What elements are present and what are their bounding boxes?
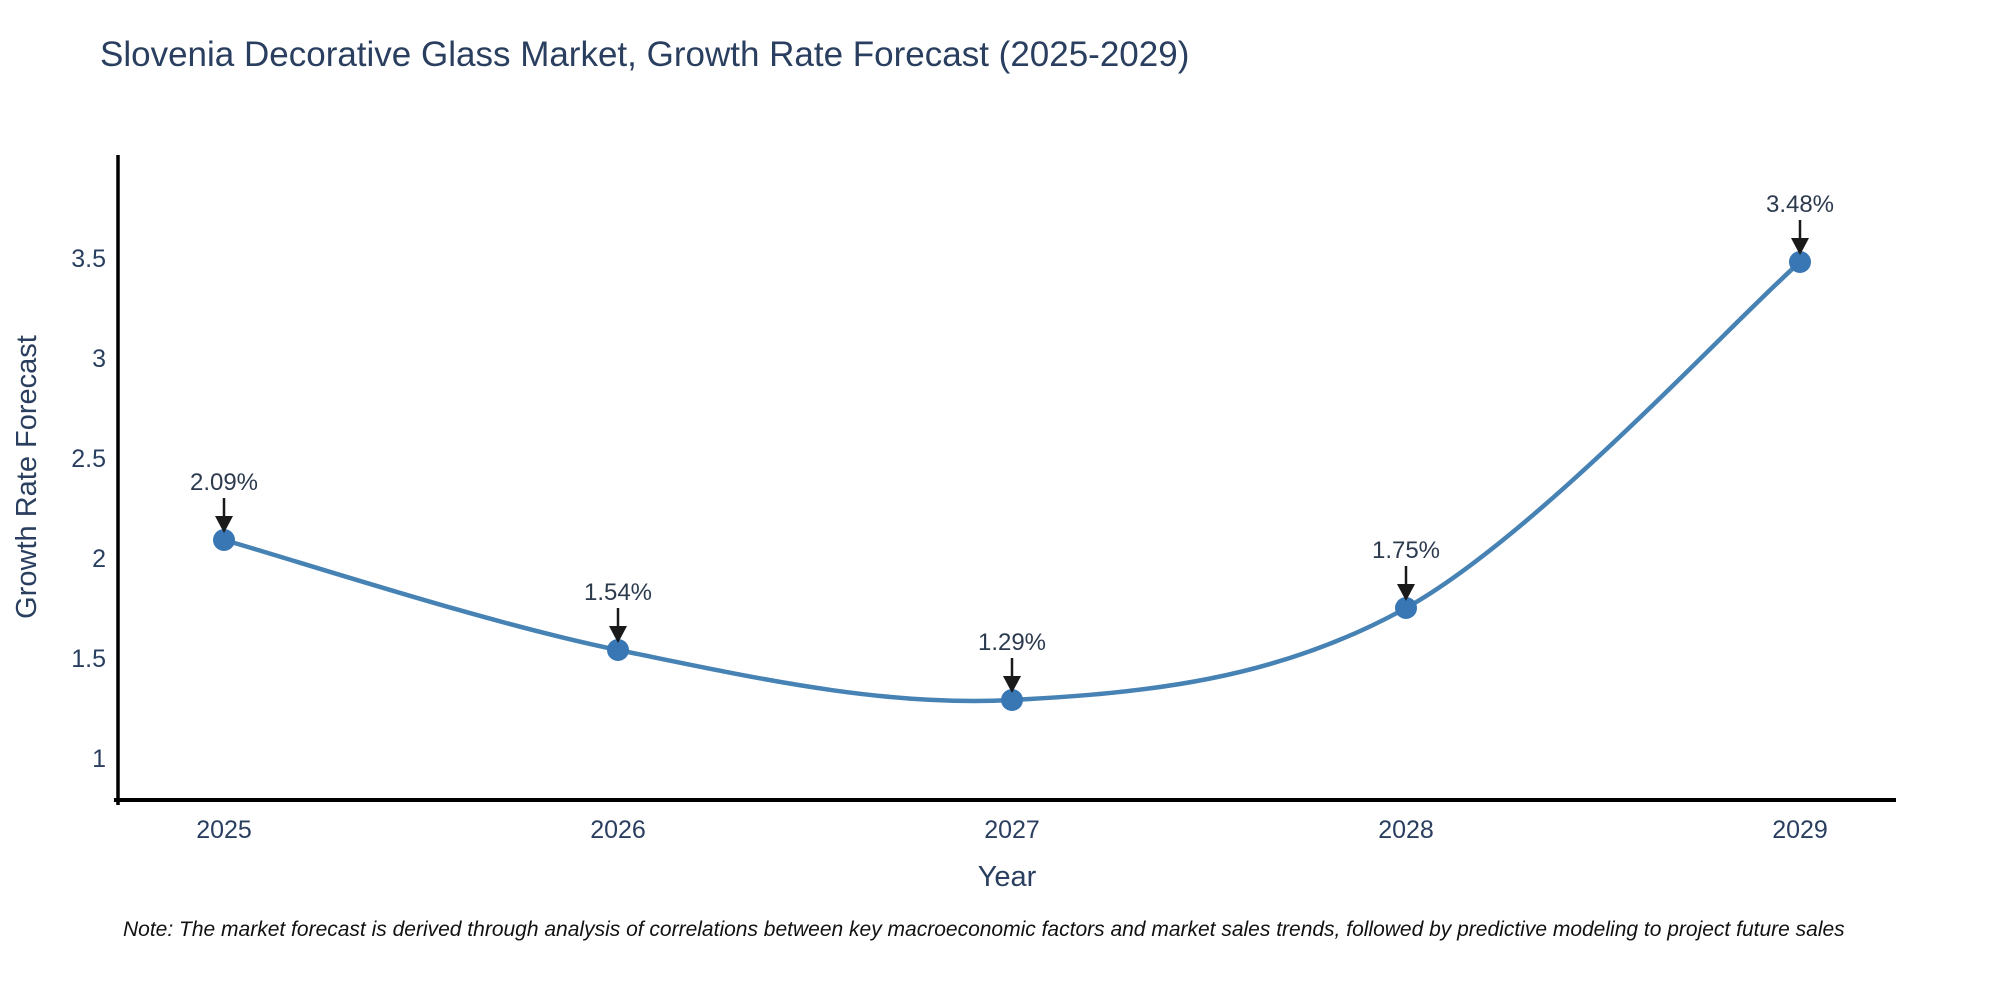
point-annotation-label: 1.29% bbox=[978, 629, 1046, 656]
point-annotation-label: 1.75% bbox=[1372, 537, 1440, 564]
y-tick-label: 3.5 bbox=[71, 245, 106, 273]
y-tick-label: 1 bbox=[92, 745, 106, 773]
annotation-arrow-head bbox=[215, 516, 233, 533]
data-point-marker bbox=[607, 639, 629, 661]
point-annotation-label: 2.09% bbox=[190, 469, 258, 496]
annotation-arrow-head bbox=[1003, 676, 1021, 693]
annotation-arrow-head bbox=[1397, 584, 1415, 601]
x-tick-label: 2028 bbox=[1378, 816, 1434, 844]
y-tick-label: 1.5 bbox=[71, 645, 106, 673]
plot-area: 1 1.5 2 2.5 3 3.5 2025 2026 2027 2028 2029 2.09% 1.5… bbox=[71, 155, 1896, 844]
y-tick-label: 3 bbox=[92, 345, 106, 373]
point-annotation-label: 1.54% bbox=[584, 579, 652, 606]
annotation-arrow-head bbox=[609, 626, 627, 643]
x-tick-label: 2026 bbox=[590, 816, 646, 844]
note-text: Note: The market forecast is derived thr… bbox=[123, 918, 1845, 941]
chart-title: Slovenia Decorative Glass Market, Growth… bbox=[100, 35, 1190, 74]
y-tick-label: 2.5 bbox=[71, 445, 106, 473]
x-tick-label: 2025 bbox=[196, 816, 252, 844]
data-point-marker bbox=[1395, 597, 1417, 619]
x-tick-label: 2027 bbox=[984, 816, 1040, 844]
data-point-marker bbox=[213, 529, 235, 551]
y-axis-title: Growth Rate Forecast bbox=[11, 335, 43, 619]
data-point-marker bbox=[1001, 689, 1023, 711]
x-axis-title: Year bbox=[978, 861, 1037, 893]
annotation-arrow-head bbox=[1791, 238, 1809, 255]
y-tick-label: 2 bbox=[92, 545, 106, 573]
data-point-marker bbox=[1789, 251, 1811, 273]
point-annotation-label: 3.48% bbox=[1766, 191, 1834, 218]
x-tick-label: 2029 bbox=[1772, 816, 1828, 844]
